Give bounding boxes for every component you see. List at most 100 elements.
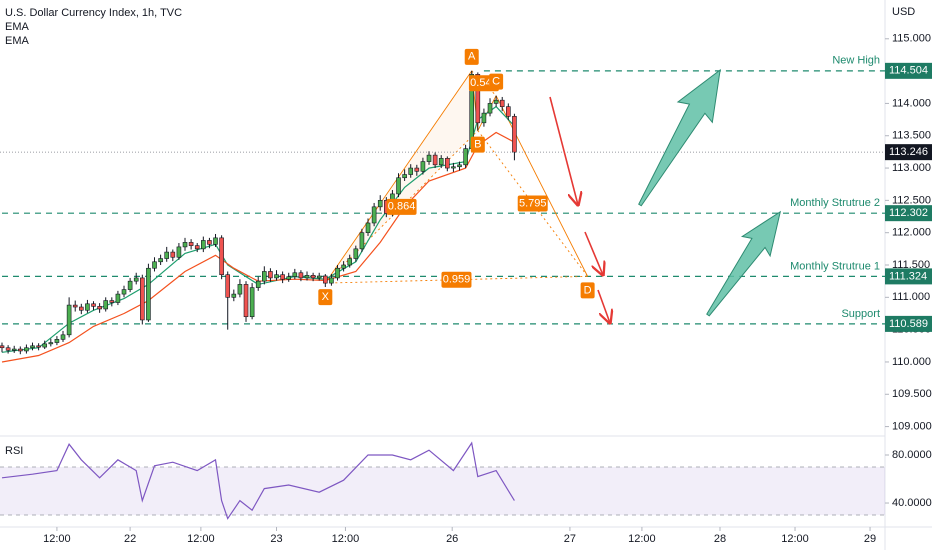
teal-arrow (638, 68, 721, 207)
pattern-point-label: A (468, 51, 476, 63)
rsi-band (0, 467, 885, 516)
candle-body (286, 276, 292, 280)
candle-body (164, 251, 170, 259)
candle-body (54, 339, 60, 343)
candle-body (402, 174, 407, 179)
pattern-point-box (464, 48, 479, 65)
candle-body (72, 304, 78, 308)
candle-body (30, 345, 35, 349)
candle-body (347, 258, 353, 266)
x-tick-label: 23 (270, 533, 282, 545)
candle-body (48, 342, 54, 345)
level-name: Support (841, 308, 880, 320)
candle-body (24, 347, 29, 352)
candle-body (341, 264, 346, 269)
ratio-box (386, 198, 417, 215)
ratio-box (517, 195, 548, 212)
x-tick-label: 12:00 (332, 533, 360, 545)
candle-body (79, 306, 84, 311)
y-tick-label: 110.000 (892, 356, 931, 368)
candle-body (103, 300, 109, 310)
candle-body (457, 164, 462, 168)
pattern-point-label: D (584, 284, 592, 296)
candle-body (249, 287, 255, 318)
candle-body (377, 200, 383, 208)
y-tick-label: 113.500 (892, 130, 931, 142)
candle-body (499, 99, 505, 107)
candle-body (194, 245, 200, 250)
rsi-tick-label: 40.0000 (892, 497, 932, 509)
x-tick-label: 26 (446, 533, 458, 545)
candle-body (201, 240, 206, 250)
red-arrow (584, 231, 603, 275)
y-tick-label: 112.500 (892, 194, 931, 206)
candle-body (493, 99, 499, 104)
level-name: Monthly Strutrue 2 (790, 197, 880, 209)
candle-body (60, 334, 66, 340)
candle-body (213, 237, 218, 245)
candle-body (176, 246, 182, 258)
candle-body (140, 277, 145, 321)
level-price-box (885, 268, 932, 285)
candle-body (5, 347, 11, 351)
level-price: 110.589 (889, 318, 928, 330)
x-tick-label: 12:00 (187, 533, 215, 545)
candle-body (310, 275, 316, 279)
candle-body (487, 103, 493, 114)
y-tick-label: 111.500 (892, 259, 930, 271)
candle-body (396, 177, 401, 195)
candle-body (323, 275, 328, 284)
level-name: Monthly Strutrue 1 (790, 260, 880, 272)
level-name: New High (832, 55, 880, 67)
candle-body (97, 306, 102, 310)
y-tick-label: 113.000 (892, 162, 931, 174)
rsi-line (1, 441, 515, 520)
candle-body (292, 272, 298, 277)
candle-body (329, 277, 334, 284)
y-tick-label: 109.500 (892, 388, 932, 400)
scenario-arrows (549, 68, 782, 325)
candle-body (133, 277, 139, 282)
candle-body (451, 166, 456, 169)
pattern-point-label: X (322, 291, 330, 303)
ratio-box (441, 271, 472, 288)
ratio-label: 5.795 (519, 197, 547, 209)
candle-body (481, 112, 487, 124)
candle-body (237, 284, 243, 295)
rsi-tick-label: 80.0000 (892, 449, 932, 461)
candle-body (127, 280, 133, 290)
candle-body (42, 343, 48, 348)
pattern-point-label: C (492, 76, 500, 88)
pattern-leg (495, 95, 589, 277)
plot-layer: 115.000114.500114.000113.500113.000112.5… (0, 33, 932, 545)
candle-body (371, 206, 377, 224)
x-tick-label: 22 (124, 533, 136, 545)
y-tick-label: 112.000 (892, 227, 931, 239)
x-tick-label: 27 (564, 533, 576, 545)
x-tick-label: 29 (864, 533, 876, 545)
y-tick-label: 114.000 (892, 97, 931, 109)
candle-body (445, 158, 450, 169)
candle-body (420, 161, 426, 172)
candle-body (91, 303, 96, 307)
candle-body (304, 275, 310, 279)
candle-body (170, 251, 176, 258)
candle-body (243, 284, 249, 318)
candle-body (359, 232, 365, 250)
candle-body (219, 237, 224, 276)
y-tick-label: 111.000 (892, 291, 930, 303)
candle-body (262, 271, 267, 282)
level-price-box (885, 315, 932, 332)
candle-body (414, 167, 420, 172)
candle-body (316, 275, 322, 279)
candle-body (432, 154, 438, 166)
candle-body (408, 167, 414, 175)
candle-body (158, 258, 163, 263)
candle-body (506, 106, 511, 117)
candle-body (231, 293, 237, 298)
candle-body (365, 222, 371, 233)
red-arrow (549, 96, 578, 205)
pattern-point-label: B (474, 138, 481, 150)
candle-body (115, 293, 121, 303)
